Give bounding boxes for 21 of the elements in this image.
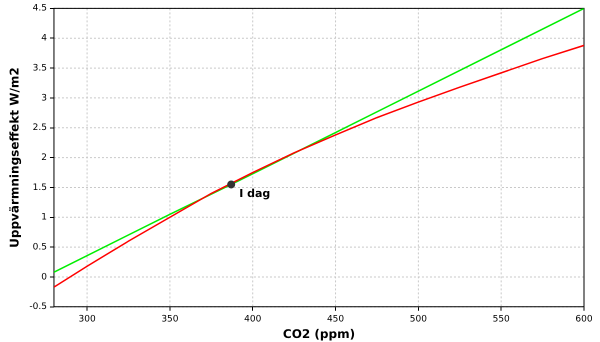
y-tick-label: 3 — [41, 93, 47, 104]
y-tick-label: 4.5 — [32, 4, 47, 14]
x-tick-label: 600 — [575, 314, 593, 325]
y-tick-label: 0.5 — [32, 242, 47, 252]
y-tick-label: 1 — [41, 212, 47, 223]
x-tick-label: 450 — [326, 314, 344, 325]
x-tick-label: 550 — [492, 314, 510, 325]
x-tick-label: 300 — [78, 314, 96, 325]
x-tick-label: 400 — [244, 314, 262, 325]
y-tick-label: 3.5 — [32, 63, 47, 74]
y-tick-label: 2 — [41, 152, 47, 163]
x-tick-label: 350 — [161, 314, 179, 325]
x-axis-title: CO2 (ppm) — [282, 326, 356, 341]
y-tick-label: -0.5 — [29, 302, 47, 312]
x-tick-label: 500 — [410, 314, 428, 325]
y-tick-label: 1.5 — [32, 182, 47, 193]
y-tick-label: 4 — [41, 34, 48, 44]
annotation: I dag — [239, 186, 270, 200]
y-axis-title: Uppvärmningseffekt W/m2 — [7, 67, 22, 248]
y-tick-label: 0 — [41, 272, 48, 282]
y-tick-label: 2.5 — [32, 123, 47, 134]
